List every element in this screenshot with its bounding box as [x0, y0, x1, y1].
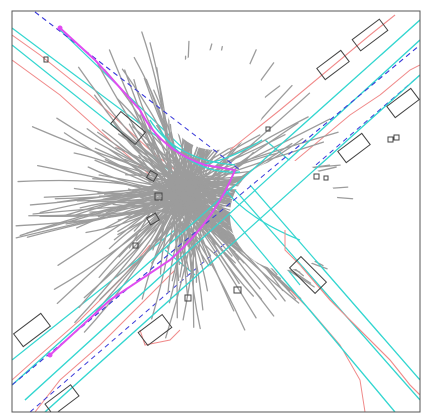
trajectory-sample [108, 148, 173, 194]
trajectory-sample [164, 195, 203, 234]
trajectory-sample [131, 124, 180, 190]
trajectory-sample [145, 167, 202, 204]
trajectory-sample [184, 205, 194, 254]
road-boundaries-overlay [229, 14, 420, 396]
ego-path-end [47, 352, 53, 358]
trajectory-sample [98, 174, 169, 189]
trajectory-sample [158, 211, 169, 246]
plot-frame [11, 10, 421, 413]
trajectory-sample [177, 160, 192, 213]
ego-path [49, 27, 237, 356]
trajectory-sample [157, 185, 173, 208]
ego-path-start [57, 25, 63, 31]
trajectory-sample [76, 189, 174, 202]
trajectory-sample [157, 135, 185, 203]
trajectory-sample [171, 186, 196, 282]
trajectory-sample [154, 209, 168, 232]
trajectory-sample [113, 193, 172, 241]
trajectory-sample [134, 175, 192, 192]
trajectory-sample [179, 170, 205, 186]
trajectory-sample [127, 188, 204, 215]
trajectory-sample [136, 195, 187, 216]
trajectory-sample [148, 181, 200, 195]
trajectory-sample [167, 180, 189, 276]
obstacles [12, 18, 420, 412]
route-dashed-overlay [12, 11, 420, 386]
trajectory-sample [124, 174, 180, 178]
